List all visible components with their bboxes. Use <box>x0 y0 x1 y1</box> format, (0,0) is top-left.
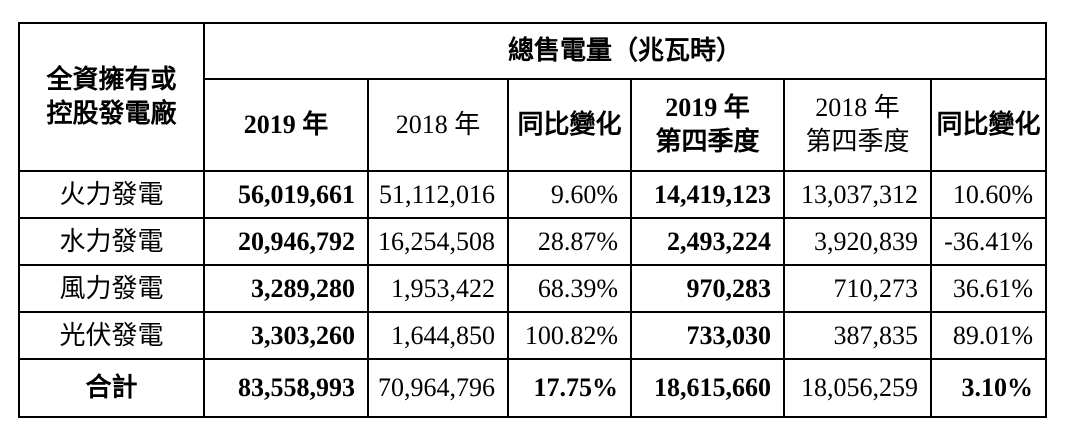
cell-2019: 56,019,661 <box>203 170 369 219</box>
cell-2018: 70,964,796 <box>367 358 509 418</box>
col-header-2019: 2019 年 <box>203 78 369 172</box>
group-header-total-sales: 總售電量（兆瓦時） <box>203 22 1047 80</box>
row-label: 火力發電 <box>18 170 205 219</box>
cell-q4-yoy: -36.41% <box>930 217 1047 266</box>
cell-2018: 51,112,016 <box>367 170 509 219</box>
cell-2019-q4: 733,030 <box>630 311 785 360</box>
cell-q4-yoy: 36.61% <box>930 264 1047 313</box>
cell-2018-q4: 3,920,839 <box>783 217 932 266</box>
corner-header-plants: 全資擁有或 控股發電廠 <box>18 22 205 172</box>
cell-2019: 3,289,280 <box>203 264 369 313</box>
cell-q4-yoy: 10.60% <box>930 170 1047 219</box>
col-header-2019-q4: 2019 年 第四季度 <box>630 78 785 172</box>
cell-2018-q4: 18,056,259 <box>783 358 932 418</box>
cell-2018: 1,953,422 <box>367 264 509 313</box>
table-row-wind: 風力發電 3,289,280 1,953,422 68.39% 970,283 … <box>18 264 1047 313</box>
cell-yoy: 100.82% <box>507 311 632 360</box>
col-header-q4-yoy: 同比變化 <box>930 78 1047 172</box>
cell-2019: 20,946,792 <box>203 217 369 266</box>
table-row-solar: 光伏發電 3,303,260 1,644,850 100.82% 733,030… <box>18 311 1047 360</box>
cell-q4-yoy: 3.10% <box>930 358 1047 418</box>
cell-yoy: 68.39% <box>507 264 632 313</box>
electricity-sales-table: 全資擁有或 控股發電廠 總售電量（兆瓦時） 2019 年 2018 年 同比變化… <box>18 22 1047 418</box>
cell-yoy: 28.87% <box>507 217 632 266</box>
table-row-thermal: 火力發電 56,019,661 51,112,016 9.60% 14,419,… <box>18 170 1047 219</box>
cell-2018: 1,644,850 <box>367 311 509 360</box>
cell-2019-q4: 18,615,660 <box>630 358 785 418</box>
row-label: 水力發電 <box>18 217 205 266</box>
cell-q4-yoy: 89.01% <box>930 311 1047 360</box>
row-label: 風力發電 <box>18 264 205 313</box>
cell-2018-q4: 13,037,312 <box>783 170 932 219</box>
cell-yoy: 17.75% <box>507 358 632 418</box>
cell-2018-q4: 710,273 <box>783 264 932 313</box>
table-row-total: 合計 83,558,993 70,964,796 17.75% 18,615,6… <box>18 358 1047 418</box>
col-header-yoy: 同比變化 <box>507 78 632 172</box>
table-row-hydro: 水力發電 20,946,792 16,254,508 28.87% 2,493,… <box>18 217 1047 266</box>
col-header-2018-q4: 2018 年 第四季度 <box>783 78 932 172</box>
cell-2019: 83,558,993 <box>203 358 369 418</box>
col-header-2018: 2018 年 <box>367 78 509 172</box>
cell-2019-q4: 14,419,123 <box>630 170 785 219</box>
row-label: 光伏發電 <box>18 311 205 360</box>
cell-2018-q4: 387,835 <box>783 311 932 360</box>
cell-2019: 3,303,260 <box>203 311 369 360</box>
cell-2019-q4: 970,283 <box>630 264 785 313</box>
row-label-total: 合計 <box>18 358 205 418</box>
cell-yoy: 9.60% <box>507 170 632 219</box>
cell-2019-q4: 2,493,224 <box>630 217 785 266</box>
header-row-columns: 2019 年 2018 年 同比變化 2019 年 第四季度 2018 年 第四… <box>19 78 1047 172</box>
header-row-group: 全資擁有或 控股發電廠 總售電量（兆瓦時） <box>18 22 1047 172</box>
cell-2018: 16,254,508 <box>367 217 509 266</box>
